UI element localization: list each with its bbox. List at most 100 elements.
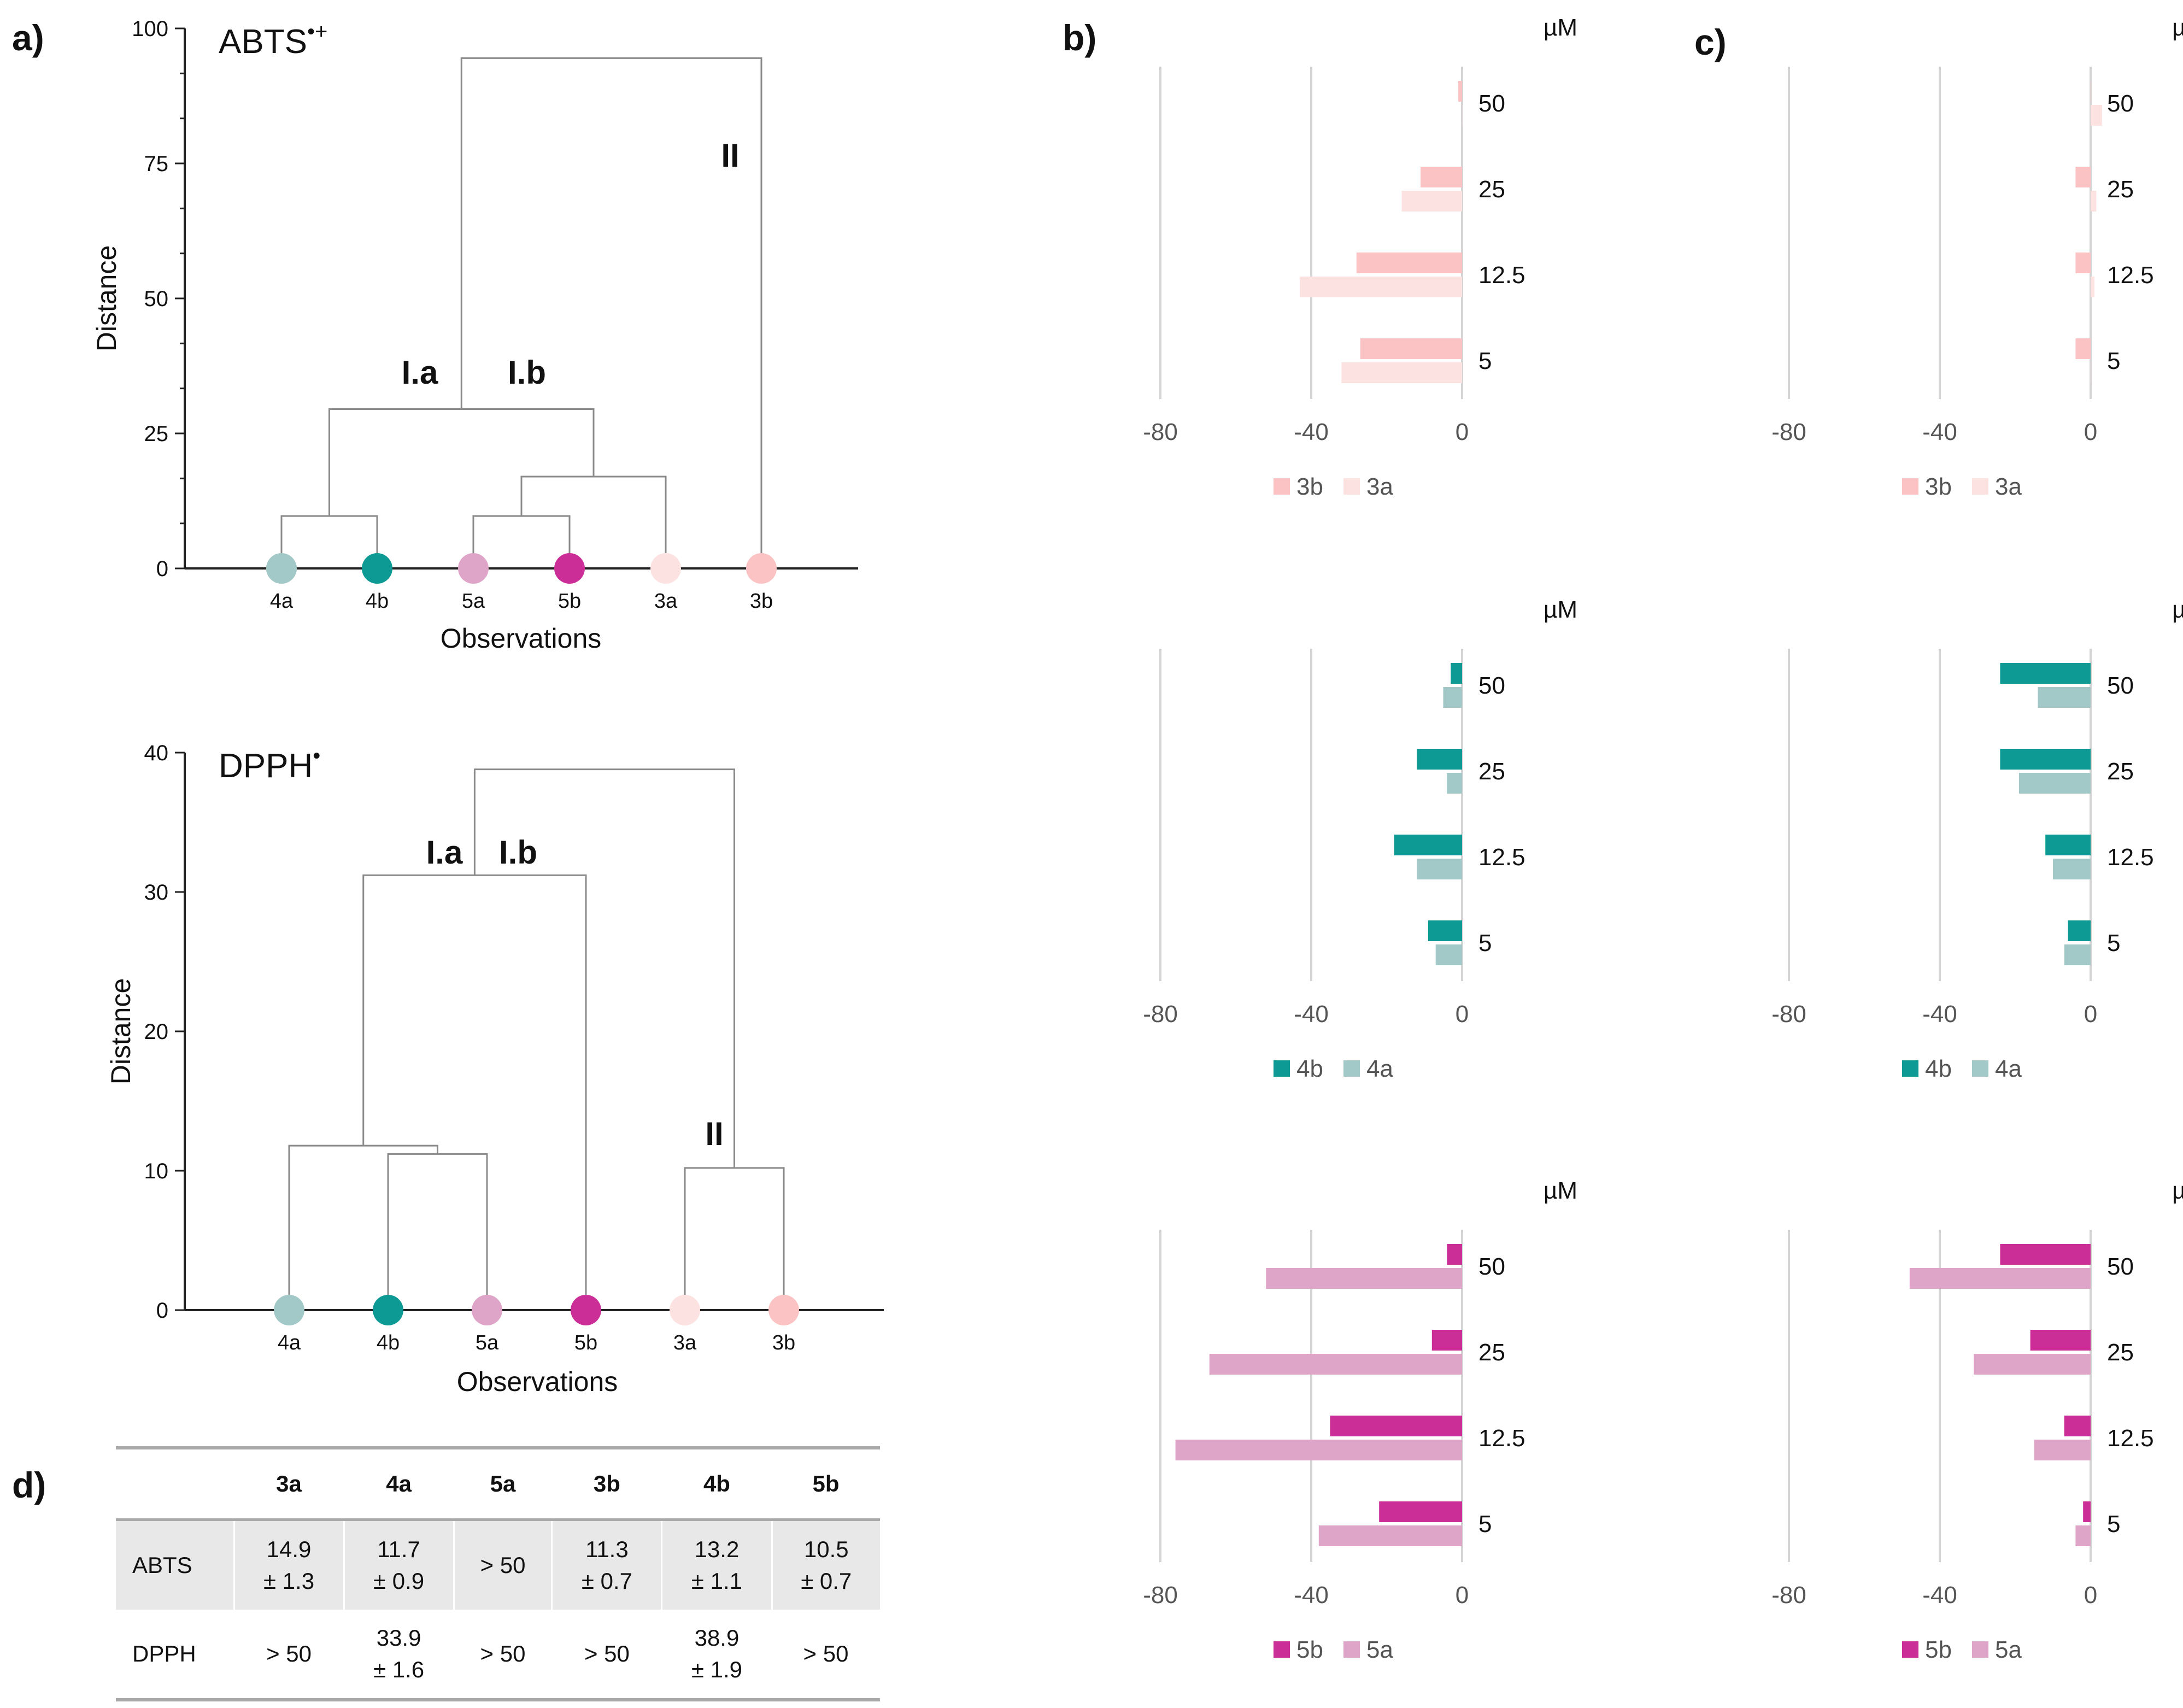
bar-4b-12.5: [2045, 835, 2091, 855]
table-cell-value: > 50: [803, 1641, 849, 1666]
y-tick-label: 10: [144, 1159, 169, 1183]
legend-label-3b: 3b: [1925, 473, 1952, 500]
legend-label-4a: 4a: [1366, 1055, 1393, 1082]
table-cell: 38.9 ± 1.9: [662, 1610, 772, 1700]
table-cell-value: > 50: [584, 1641, 630, 1666]
bar-3b-25: [2075, 167, 2091, 187]
x-tick-label: -40: [1294, 419, 1329, 445]
table-header: 5b: [812, 1471, 840, 1496]
concentration-label: 12.5: [1478, 844, 1525, 871]
leaf-label-4b: 4b: [377, 1331, 400, 1354]
table-cell-value: > 50: [266, 1641, 312, 1666]
dendrogram-link: [328, 408, 595, 516]
x-tick-label: -80: [1143, 1582, 1178, 1609]
concentration-label: 5: [1478, 348, 1492, 374]
bar-5b-12.5: [1330, 1416, 1462, 1436]
table-cell: 13.2 ± 1.1: [661, 1519, 773, 1610]
concentration-label: 50: [2107, 672, 2134, 699]
bar-4a-25: [2018, 773, 2091, 794]
table-cell: 10.5 ± 0.7: [772, 1519, 880, 1610]
table-row: DPPH > 50 33.9 ± 1.6 > 50 > 50 38.9 ± 1.9 …: [116, 1610, 880, 1700]
leaf-label-4a: 4a: [270, 590, 294, 613]
table-cell: > 50: [454, 1519, 553, 1610]
legend-label-5a: 5a: [1995, 1636, 2022, 1663]
bar-chart-c-compound-4: µM -80 -40 0 50 25 12.5 5 4b 4a: [1771, 596, 2183, 1082]
bar-5a-12.5: [2034, 1440, 2091, 1460]
unit-label: µM: [1544, 1177, 1577, 1204]
legend-label-5b: 5b: [1925, 1636, 1952, 1663]
dendrogram-abts: 0 25 50 75 100 4a 4b 5a 5b 3a 3b ABTS•+ Observations…: [91, 17, 858, 654]
x-tick-label: -80: [1143, 419, 1178, 445]
cluster-label: I.b: [508, 354, 546, 391]
leaf-marker-3a: [670, 1295, 700, 1325]
x-axis-title: Observations: [441, 623, 602, 654]
y-tick-label: 40: [144, 741, 169, 765]
table-cell-value: 11.3: [585, 1536, 629, 1562]
legend-label-5b: 5b: [1296, 1636, 1323, 1663]
concentration-label: 5: [1478, 1511, 1492, 1537]
bar-4a-50: [2038, 687, 2091, 708]
table-cell: > 50: [772, 1610, 880, 1700]
bar-4a-5: [1435, 944, 1462, 965]
concentration-label: 25: [1478, 176, 1505, 203]
dendrogram-link: [387, 1153, 488, 1310]
concentration-label: 12.5: [2107, 262, 2154, 289]
leaf-label-4a: 4a: [278, 1331, 301, 1354]
table-cell: 33.9 ± 1.6: [344, 1610, 454, 1700]
legend-label-3a: 3a: [1995, 473, 2022, 500]
bar-3b-50: [1458, 81, 1462, 102]
x-axis-title: Observations: [457, 1366, 618, 1397]
table-cell-value: 38.9: [694, 1625, 740, 1651]
bar-5a-25: [1974, 1354, 2091, 1375]
bar-3a-25: [1401, 191, 1462, 212]
legend-label-3a: 3a: [1366, 473, 1393, 500]
concentration-label: 50: [1478, 1253, 1505, 1280]
leaf-marker-4a: [266, 553, 297, 584]
bar-4a-12.5: [1417, 859, 1462, 879]
table-row-label: DPPH: [132, 1641, 196, 1666]
concentration-label: 12.5: [2107, 844, 2154, 871]
bar-5a-12.5: [1175, 1440, 1462, 1460]
concentration-label: 50: [1478, 672, 1505, 699]
table-row-label: ABTS: [116, 1519, 235, 1610]
leaf-marker-4a: [274, 1295, 304, 1325]
table-cell-value: > 50: [480, 1641, 526, 1666]
table-header: 4a: [386, 1471, 412, 1496]
table-cell-value: 33.9: [376, 1625, 421, 1651]
bar-5b-25: [1431, 1330, 1462, 1351]
legend-label-3b: 3b: [1296, 473, 1323, 500]
leaf-marker-5a: [472, 1295, 502, 1325]
unit-label: µM: [2172, 14, 2183, 41]
leaf-marker-4b: [362, 553, 392, 584]
bar-chart-b-compound-3: µM -80 -40 0 50 25 12.5 5 3b 3a: [1143, 14, 1577, 500]
table-cell-value: 14.9: [266, 1536, 312, 1562]
x-tick-label: 0: [1456, 1001, 1469, 1028]
panel-label-b: b): [1063, 17, 1096, 58]
table-cell-error: ± 1.9: [691, 1657, 743, 1682]
leaf-label-3b: 3b: [750, 590, 773, 613]
dendrogram-link: [460, 57, 762, 568]
y-axis-title: Distance: [91, 245, 122, 352]
leaf-marker-5a: [458, 553, 489, 584]
bar-3b-5: [1360, 338, 1462, 359]
bar-3b-12.5: [2075, 253, 2091, 273]
bar-4a-5: [2064, 944, 2091, 965]
x-tick-label: -40: [1922, 1001, 1957, 1028]
cluster-label: I.a: [402, 354, 438, 391]
bar-4b-25: [2000, 749, 2091, 770]
bar-chart-c-compound-3: µM -80 -40 0 50 25 12.5 5 3b 3a: [1771, 14, 2183, 500]
bar-chart-b-compound-5: µM -80 -40 0 50 25 12.5 5 5b 5a: [1143, 1177, 1577, 1663]
x-tick-label: -40: [1294, 1582, 1329, 1609]
leaf-marker-3a: [650, 553, 681, 584]
leaf-label-5a: 5a: [476, 1331, 499, 1354]
dendrogram-dpph: 0 10 20 30 40 4a 4b 5a 5b 3a 3b DPPH• Observations Di…: [105, 741, 884, 1397]
leaf-label-5b: 5b: [574, 1331, 597, 1354]
concentration-label: 50: [2107, 1253, 2134, 1280]
legend-label-4b: 4b: [1296, 1055, 1323, 1082]
bar-5a-25: [1209, 1354, 1462, 1375]
chart-title: ABTS•+: [219, 20, 327, 61]
x-tick-label: -80: [1143, 1001, 1178, 1028]
legend-swatch-4a: [1972, 1060, 1988, 1077]
bar-3b-12.5: [1356, 253, 1462, 273]
cluster-label: I.a: [426, 834, 463, 871]
